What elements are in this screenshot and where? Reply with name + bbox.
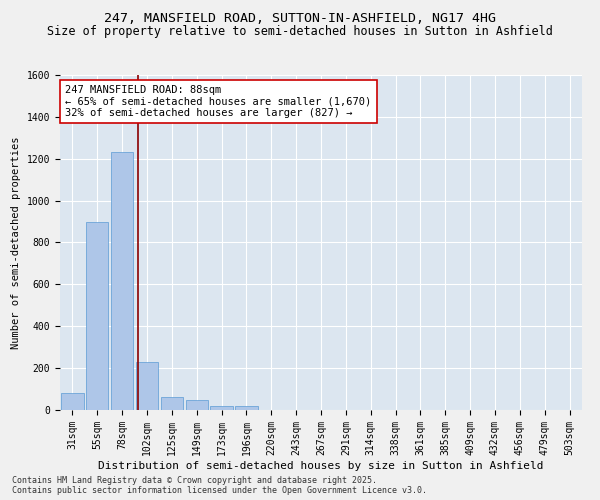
Bar [185, 400, 208, 410]
Y-axis label: Number of semi-detached properties: Number of semi-detached properties [11, 136, 21, 349]
Bar [235, 406, 257, 410]
Text: Contains HM Land Registry data © Crown copyright and database right 2025.
Contai: Contains HM Land Registry data © Crown c… [12, 476, 427, 495]
Bar [161, 398, 183, 410]
Bar [136, 362, 158, 410]
X-axis label: Distribution of semi-detached houses by size in Sutton in Ashfield: Distribution of semi-detached houses by … [98, 460, 544, 470]
Text: 247, MANSFIELD ROAD, SUTTON-IN-ASHFIELD, NG17 4HG: 247, MANSFIELD ROAD, SUTTON-IN-ASHFIELD,… [104, 12, 496, 26]
Bar [61, 393, 83, 410]
Text: 247 MANSFIELD ROAD: 88sqm
← 65% of semi-detached houses are smaller (1,670)
32% : 247 MANSFIELD ROAD: 88sqm ← 65% of semi-… [65, 85, 371, 118]
Bar [111, 152, 133, 410]
Text: Size of property relative to semi-detached houses in Sutton in Ashfield: Size of property relative to semi-detach… [47, 25, 553, 38]
Bar [86, 222, 109, 410]
Bar [211, 406, 233, 410]
